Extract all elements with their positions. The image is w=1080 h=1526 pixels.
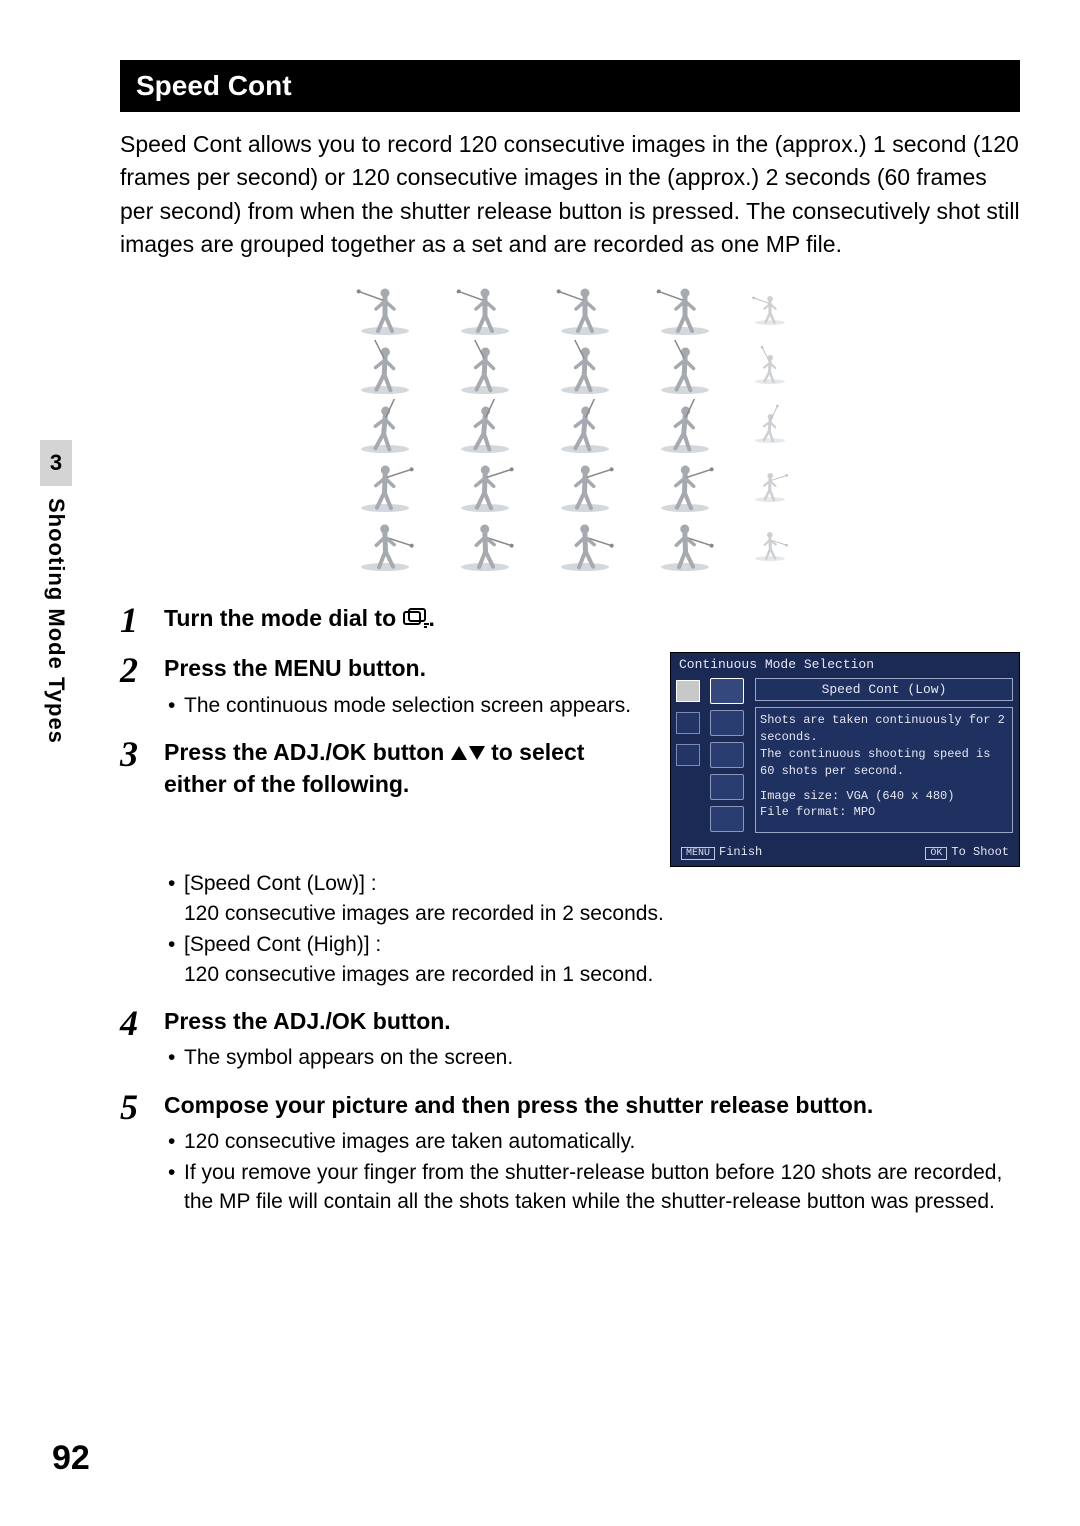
illustration-frame (445, 281, 525, 336)
step-4-title: Press the ADJ./OK button. (164, 1005, 1020, 1037)
bullet-item: The continuous mode selection screen app… (164, 691, 650, 720)
illustration-frame (345, 340, 425, 395)
illustration-frame (645, 458, 725, 513)
illustration-row (345, 399, 795, 454)
step-number: 5 (120, 1089, 150, 1219)
illustration-frame (345, 281, 425, 336)
step-1-title-pre: Turn the mode dial to (164, 605, 403, 631)
step-number: 3 (120, 736, 150, 800)
illustration-frame (445, 517, 525, 572)
lcd-footer: MENU Finish OK To Shoot (671, 845, 1019, 860)
continuous-mode-icon (403, 604, 429, 636)
lcd-option-icon (710, 742, 744, 768)
step-2: 2 Press the MENU button. The continuous … (120, 652, 650, 722)
lcd-desc-line: The continuous shooting speed is 60 shot… (760, 746, 1008, 780)
down-arrow-icon (469, 746, 485, 760)
side-tab: 3 Shooting Mode Types (40, 440, 72, 744)
illustration-frame (645, 517, 725, 572)
illustration-frame (445, 458, 525, 513)
illustration-row (345, 340, 795, 395)
lcd-mode-icon (676, 680, 700, 702)
lcd-option-icon (710, 806, 744, 832)
step-3-bullets: [Speed Cont (Low)] :120 consecutive imag… (164, 869, 1020, 989)
illustration-frame (545, 281, 625, 336)
step-number-spacer (120, 863, 150, 991)
illustration-frame (445, 340, 525, 395)
lcd-desc-line: File format: MPO (760, 804, 1008, 821)
lcd-body: Speed Cont (Low) Shots are taken continu… (671, 678, 1019, 833)
step-3-title-pre: Press the ADJ./OK button (164, 739, 451, 765)
intro-paragraph: Speed Cont allows you to record 120 cons… (120, 128, 1020, 261)
illustration-frame (345, 458, 425, 513)
lcd-footer-right-text: To Shoot (951, 845, 1009, 859)
bullet-item: [Speed Cont (High)] :120 consecutive ima… (164, 930, 1020, 989)
step-5: 5 Compose your picture and then press th… (120, 1089, 1020, 1219)
lcd-option-icon (710, 678, 744, 704)
step-1-title: Turn the mode dial to . (164, 602, 1020, 636)
illustration-frame (745, 281, 795, 336)
step-3-bullets-row: [Speed Cont (Low)] :120 consecutive imag… (120, 863, 1020, 991)
step-3: 3 Press the ADJ./OK button to select eit… (120, 736, 650, 800)
step-2-bullets: The continuous mode selection screen app… (164, 691, 650, 720)
lcd-option-icon (710, 710, 744, 736)
illustration-frame (545, 517, 625, 572)
lcd-settings-icon (676, 744, 700, 766)
lcd-option-title: Speed Cont (Low) (755, 678, 1013, 701)
lcd-option-icon-column (705, 678, 749, 833)
illustration-frame (745, 340, 795, 395)
illustration-frame (645, 281, 725, 336)
ok-button-label: OK (925, 847, 947, 860)
step-number: 4 (120, 1005, 150, 1075)
step-number: 1 (120, 602, 150, 638)
lcd-camera-icon (676, 712, 700, 734)
sequence-illustration (120, 281, 1020, 572)
lcd-description-pane: Speed Cont (Low) Shots are taken continu… (749, 678, 1019, 833)
illustration-row (345, 517, 795, 572)
menu-button-label: MENU (681, 847, 715, 860)
page-number: 92 (52, 1439, 90, 1478)
step-2-3-row: 2 Press the MENU button. The continuous … (120, 652, 1020, 867)
illustration-frame (745, 399, 795, 454)
illustration-frame (745, 458, 795, 513)
illustration-frame (745, 517, 795, 572)
lcd-footer-left: MENU Finish (681, 845, 762, 860)
up-arrow-icon (451, 746, 467, 760)
illustration-frame (545, 458, 625, 513)
lcd-description: Shots are taken continuously for 2 secon… (755, 707, 1013, 833)
section-header: Speed Cont (120, 60, 1020, 112)
manual-page: Speed Cont Speed Cont allows you to reco… (0, 0, 1080, 1526)
step-2-title: Press the MENU button. (164, 652, 650, 684)
illustration-frame (645, 340, 725, 395)
illustration-frame (345, 517, 425, 572)
lcd-footer-right: OK To Shoot (925, 845, 1009, 860)
step-4: 4 Press the ADJ./OK button. The symbol a… (120, 1005, 1020, 1075)
bullet-item: If you remove your finger from the shutt… (164, 1158, 1020, 1217)
illustration-frame (545, 399, 625, 454)
step-number: 2 (120, 652, 150, 722)
lcd-title: Continuous Mode Selection (671, 653, 1019, 678)
step-5-bullets: 120 consecutive images are taken automat… (164, 1127, 1020, 1217)
step-1-title-post: . (429, 605, 435, 631)
step-3-title: Press the ADJ./OK button to select eithe… (164, 736, 650, 800)
illustration-frame (345, 399, 425, 454)
bullet-item: [Speed Cont (Low)] :120 consecutive imag… (164, 869, 1020, 928)
illustration-frame (645, 399, 725, 454)
step-4-bullets: The symbol appears on the screen. (164, 1043, 1020, 1072)
lcd-desc-line: Shots are taken continuously for 2 secon… (760, 712, 1008, 746)
chapter-number: 3 (40, 440, 72, 486)
illustration-frame (545, 340, 625, 395)
step-1: 1 Turn the mode dial to . (120, 602, 1020, 638)
lcd-option-icon (710, 774, 744, 800)
lcd-screenshot: Continuous Mode Selection Speed Cont (Lo… (670, 652, 1020, 867)
illustration-row (345, 281, 795, 336)
bullet-item: The symbol appears on the screen. (164, 1043, 1020, 1072)
illustration-row (345, 458, 795, 513)
lcd-desc-line: Image size: VGA (640 x 480) (760, 788, 1008, 805)
bullet-item: 120 consecutive images are taken automat… (164, 1127, 1020, 1156)
lcd-footer-left-text: Finish (719, 845, 762, 859)
chapter-title: Shooting Mode Types (43, 498, 69, 744)
illustration-frame (445, 399, 525, 454)
lcd-left-icon-column (671, 678, 705, 833)
step-5-title: Compose your picture and then press the … (164, 1089, 1020, 1121)
